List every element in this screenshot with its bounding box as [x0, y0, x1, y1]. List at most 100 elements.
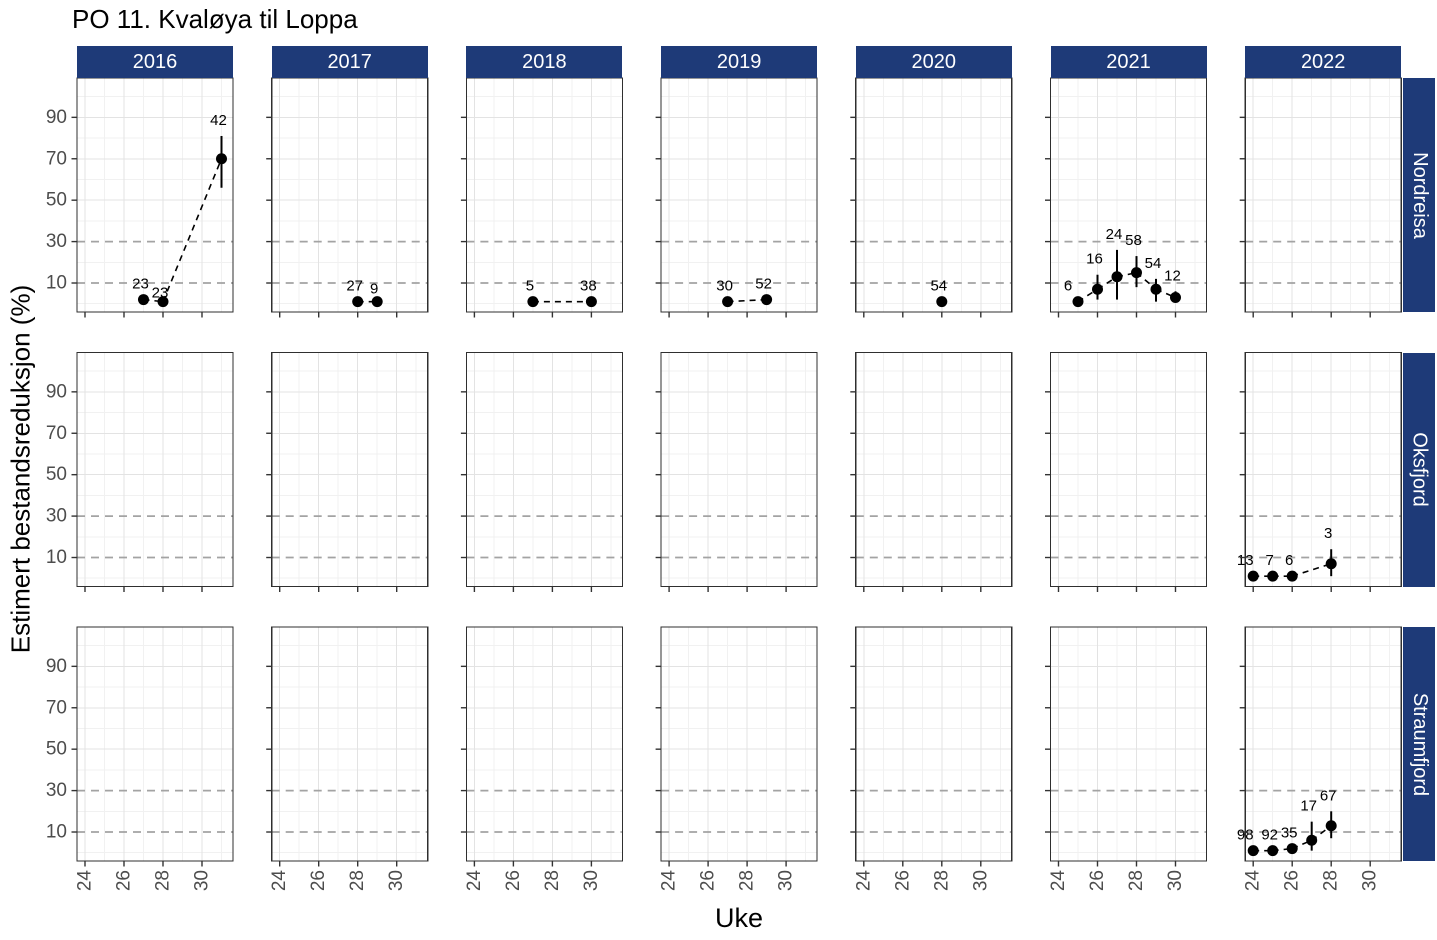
- x-tick-label: 24: [74, 870, 95, 892]
- y-tick-label: 30: [46, 780, 67, 801]
- data-point: [1267, 570, 1279, 582]
- facet-panel-Straumfjord-2018: 24 26 28 30: [460, 626, 623, 892]
- point-label: 23: [132, 276, 149, 293]
- facet-panel-Oksfjord-2022: 13 7 63: [1237, 351, 1402, 592]
- panel-border: [76, 351, 234, 588]
- facet-column-label: 2020: [911, 50, 957, 73]
- y-tick-label: 90: [46, 656, 67, 677]
- data-point: [1130, 267, 1142, 279]
- y-tick-label: 10: [46, 822, 67, 843]
- x-tick-label: 24: [1243, 870, 1264, 892]
- point-label: 9: [370, 281, 378, 298]
- x-tick-label: 24: [1048, 870, 1069, 892]
- x-tick-label: 24: [464, 870, 485, 892]
- panel-border: [1049, 77, 1208, 313]
- y-tick-label: 50: [46, 739, 67, 760]
- facet-panel-Straumfjord-2016: 10 30 50 70 90 24 26 28 30: [46, 626, 234, 892]
- data-point: [1247, 570, 1259, 582]
- data-point: [1325, 820, 1337, 832]
- facet-column-label: 2019: [716, 50, 762, 73]
- y-tick-label: 10: [46, 273, 67, 294]
- point-label: 5: [526, 278, 534, 295]
- x-tick-label: 24: [269, 870, 290, 892]
- point-label: 54: [930, 278, 947, 295]
- facet-panel-Oksfjord-2019: [655, 351, 818, 592]
- y-tick-label: 50: [46, 190, 67, 211]
- x-tick-label: 28: [347, 870, 368, 891]
- data-point: [1169, 292, 1181, 304]
- connector-line: [162, 158, 223, 302]
- point-label: 92: [1261, 827, 1278, 844]
- panel-border: [271, 626, 429, 862]
- panel-border: [271, 351, 429, 588]
- point-label: 27: [346, 278, 363, 295]
- panel-border: [855, 77, 1013, 313]
- facet-panel-Oksfjord-2021: [1045, 351, 1208, 592]
- facet-row-strip-oksfjord: Oksfjord: [1403, 352, 1436, 587]
- plot-title: PO 11. Kvaløya til Loppa: [72, 4, 358, 34]
- panel-border: [271, 77, 429, 313]
- x-tick-label: 30: [581, 870, 602, 891]
- panel-border: [465, 351, 623, 588]
- x-tick-label: 30: [1165, 870, 1186, 891]
- x-tick-label: 26: [892, 870, 913, 891]
- x-tick-label: 28: [737, 870, 758, 891]
- panel-border: [855, 351, 1013, 588]
- data-point: [1286, 843, 1298, 855]
- facet-row-strip-nordreisa: Nordreisa: [1403, 78, 1436, 312]
- facet-column-strip-2021: 2021: [1050, 46, 1207, 78]
- facet-column-label: 2016: [132, 50, 178, 73]
- panel-border: [76, 77, 234, 313]
- facet-panel-Straumfjord-2019: 24 26 28 30: [655, 626, 818, 891]
- point-label: 23: [152, 285, 169, 302]
- point-label: 17: [1300, 798, 1317, 815]
- facet-panel-Straumfjord-2020: 24 26 28 30: [850, 626, 1013, 891]
- facet-panel-Nordreisa-2020: 54: [850, 77, 1013, 318]
- y-tick-label: 30: [46, 506, 67, 527]
- data-point: [137, 294, 149, 306]
- data-point: [1247, 845, 1259, 857]
- point-label: 52: [755, 276, 772, 293]
- x-tick-label: 30: [776, 870, 797, 891]
- facet-panel-Straumfjord-2017: 24 26 28 30: [266, 626, 429, 892]
- data-point: [1325, 558, 1337, 570]
- facet-panel-Nordreisa-2017: 27 9: [266, 77, 429, 318]
- point-label: 24: [1106, 226, 1123, 243]
- facet-row-label: Straumfjord: [1408, 692, 1431, 796]
- data-point: [1091, 283, 1103, 295]
- x-tick-label: 30: [191, 870, 212, 891]
- y-tick-label: 50: [46, 464, 67, 485]
- data-point: [1150, 283, 1162, 295]
- x-tick-label: 26: [308, 870, 329, 891]
- data-point: [215, 153, 227, 165]
- point-label: 30: [716, 278, 733, 295]
- facet-panel-Oksfjord-2016: 10 30 50 70 90: [46, 351, 234, 592]
- facet-panel-Straumfjord-2021: 24 26 28 30: [1045, 626, 1208, 892]
- facet-panel-Oksfjord-2018: [460, 351, 623, 592]
- data-point: [157, 296, 169, 308]
- panel-border: [660, 626, 818, 862]
- panel-border: [465, 626, 623, 862]
- x-tick-label: 26: [698, 870, 719, 891]
- point-label: 54: [1145, 255, 1162, 272]
- point-label: 58: [1125, 232, 1142, 249]
- data-point: [936, 296, 948, 308]
- data-point: [1286, 570, 1298, 582]
- y-tick-label: 10: [46, 547, 67, 568]
- x-tick-label: 28: [931, 870, 952, 891]
- data-point: [585, 296, 597, 308]
- data-point: [371, 296, 383, 308]
- panel-border: [660, 77, 818, 313]
- facet-column-label: 2018: [522, 50, 567, 73]
- point-label: 12: [1164, 267, 1181, 284]
- panel-border: [1244, 351, 1402, 588]
- facet-panel-Nordreisa-2019: 30 52: [655, 77, 818, 318]
- panel-border: [1049, 351, 1208, 588]
- panel-border: [1244, 626, 1402, 862]
- point-label: 35: [1281, 825, 1298, 842]
- x-tick-label: 28: [1126, 870, 1147, 891]
